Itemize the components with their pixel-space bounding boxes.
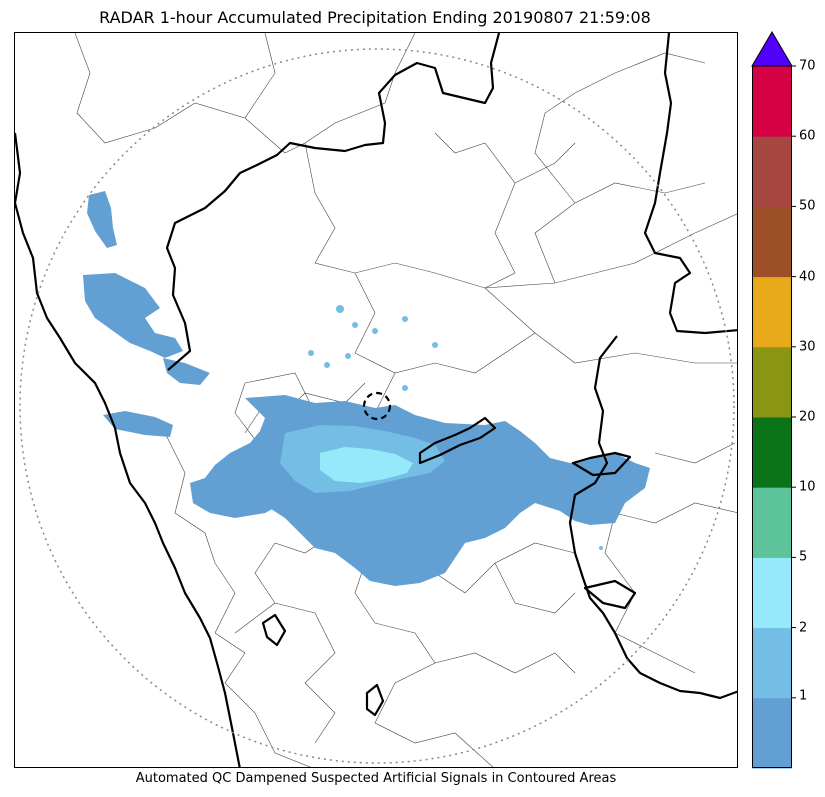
colorbar-tick-label: 40 (799, 269, 816, 285)
precipitation-field (83, 191, 650, 586)
colorbar-bin (752, 136, 792, 207)
colorbar-bin (752, 697, 792, 769)
colorbar-bin (752, 66, 792, 137)
colorbar-tick-label: 1 (799, 688, 808, 704)
qc-footnote: Automated QC Dampened Suspected Artifici… (135, 771, 617, 786)
precip-area-tail (190, 483, 280, 518)
precip-scattered-cells (308, 305, 603, 550)
colorbar-tick-label: 20 (799, 409, 816, 425)
colorbar-tick-label: 30 (799, 339, 816, 355)
precip-heavy-core (320, 447, 413, 483)
colorbar-extend-arrow (751, 31, 793, 67)
radar-map[interactable] (14, 32, 738, 768)
colorbar-frame (752, 65, 792, 768)
radar-map-canvas (15, 33, 737, 767)
radar-site-marker (362, 391, 392, 421)
colorbar-bin (752, 417, 792, 488)
precip-area-coast (163, 358, 210, 385)
radar-range-ring (19, 48, 735, 764)
state-boundaries (15, 33, 737, 767)
colorbar (751, 31, 796, 769)
colorbar-bin (752, 206, 792, 278)
colorbar-bin (752, 627, 792, 699)
colorbar-bin (752, 276, 792, 348)
map-title: RADAR 1-hour Accumulated Precipitation E… (99, 8, 651, 27)
colorbar-tick-label: 60 (799, 128, 816, 144)
colorbar-tick-label: 10 (799, 479, 816, 495)
colorbar-tick-label: 5 (799, 549, 808, 565)
colorbar-tick-label: 70 (799, 58, 816, 74)
precip-area-north (87, 191, 117, 248)
colorbar-bin (752, 346, 792, 418)
colorbar-tick-label: 50 (799, 198, 816, 214)
colorbar-tick-label: 2 (799, 620, 808, 636)
colorbar-canvas (751, 31, 796, 769)
colorbar-bin (752, 557, 792, 629)
precip-area-strip (103, 411, 173, 437)
colorbar-bin (752, 487, 792, 558)
district-boundaries (74, 33, 737, 767)
precip-area-west (83, 273, 183, 358)
